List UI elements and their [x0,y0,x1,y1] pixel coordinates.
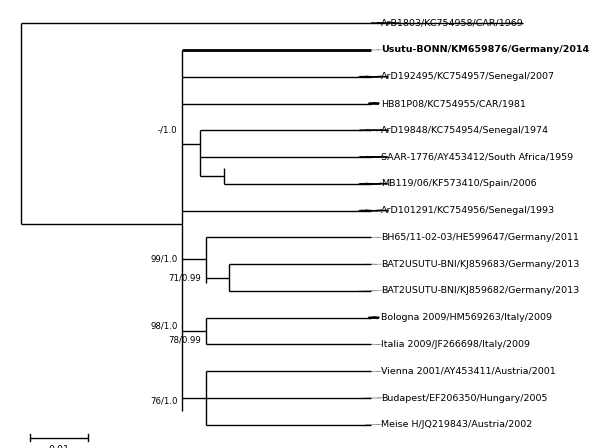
Text: HB81P08/KC754955/CAR/1981: HB81P08/KC754955/CAR/1981 [381,99,526,108]
Ellipse shape [368,210,379,211]
Ellipse shape [368,76,379,77]
Text: -/1.0: -/1.0 [158,126,178,135]
Text: 71/0.99: 71/0.99 [169,273,201,282]
Text: SAAR-1776/AY453412/South Africa/1959: SAAR-1776/AY453412/South Africa/1959 [381,153,573,162]
Ellipse shape [368,183,379,184]
Text: 99/1.0: 99/1.0 [151,254,178,263]
Text: ArB1803/KC754958/CAR/1969: ArB1803/KC754958/CAR/1969 [381,19,524,28]
Text: BAT2USUTU-BNI/KJ859682/Germany/2013: BAT2USUTU-BNI/KJ859682/Germany/2013 [381,286,580,295]
Text: Italia 2009/JF266698/Italy/2009: Italia 2009/JF266698/Italy/2009 [381,340,530,349]
Text: ArD192495/KC754957/Senegal/2007: ArD192495/KC754957/Senegal/2007 [381,72,555,81]
Text: ArD19848/KC754954/Senegal/1974: ArD19848/KC754954/Senegal/1974 [381,126,549,135]
Text: Vienna 2001/AY453411/Austria/2001: Vienna 2001/AY453411/Austria/2001 [381,367,556,376]
Text: 98/1.0: 98/1.0 [151,321,178,330]
Text: 0.01: 0.01 [49,445,70,448]
Text: 76/1.0: 76/1.0 [150,396,178,405]
Text: 78/0.99: 78/0.99 [169,336,201,345]
Text: MB119/06/KF573410/Spain/2006: MB119/06/KF573410/Spain/2006 [381,179,537,188]
Ellipse shape [379,23,391,24]
Text: Budapest/EF206350/Hungary/2005: Budapest/EF206350/Hungary/2005 [381,393,548,402]
Text: BAT2USUTU-BNI/KJ859683/Germany/2013: BAT2USUTU-BNI/KJ859683/Germany/2013 [381,260,580,269]
Ellipse shape [368,130,379,131]
Ellipse shape [368,157,379,158]
Text: Meise H/JQ219843/Austria/2002: Meise H/JQ219843/Austria/2002 [381,420,532,429]
Text: Usutu-BONN/KM659876/Germany/2014: Usutu-BONN/KM659876/Germany/2014 [381,46,589,55]
Text: ArD101291/KC754956/Senegal/1993: ArD101291/KC754956/Senegal/1993 [381,206,555,215]
Text: Bologna 2009/HM569263/Italy/2009: Bologna 2009/HM569263/Italy/2009 [381,313,552,322]
Text: BH65/11-02-03/HE599647/Germany/2011: BH65/11-02-03/HE599647/Germany/2011 [381,233,579,242]
